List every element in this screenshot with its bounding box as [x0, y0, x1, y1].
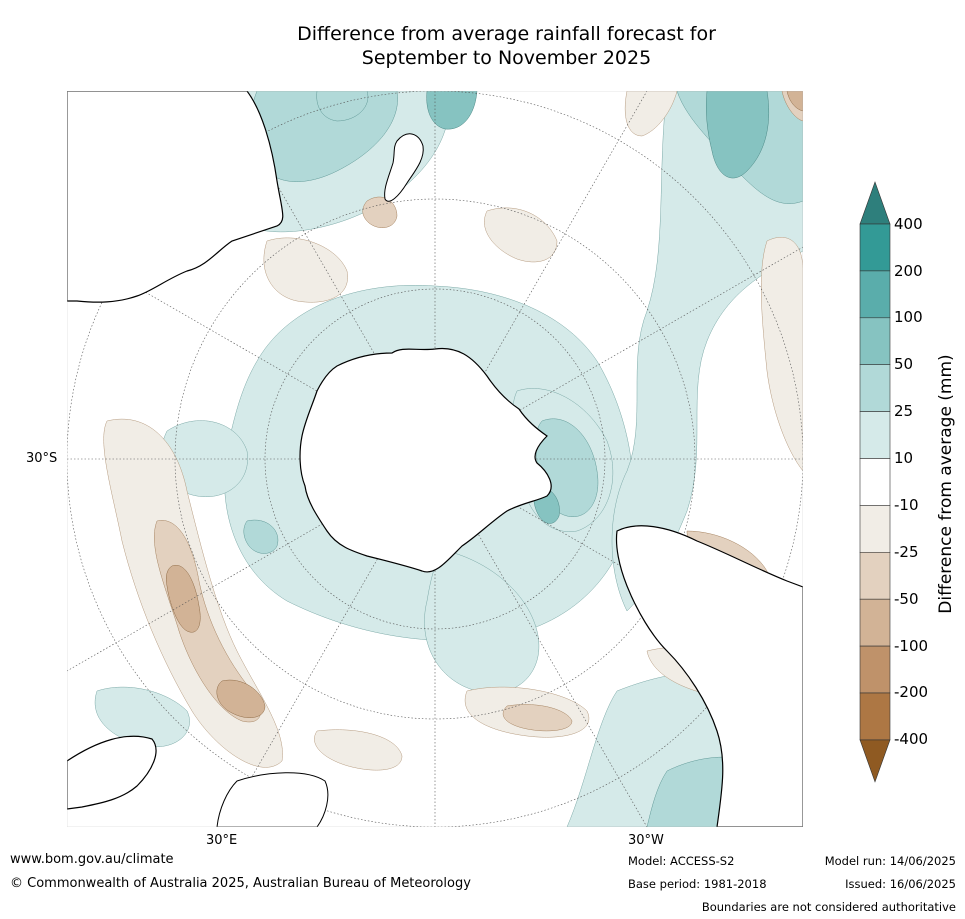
lat-label-30s: 30°S — [26, 451, 58, 466]
cb-tick-50: 50 — [894, 355, 914, 373]
southern-africa-coastline — [67, 735, 157, 810]
title-line-2: September to November 2025 — [361, 47, 652, 69]
footer-disclaimer: Boundaries are not considered authoritat… — [701, 900, 956, 914]
dry-anomaly-strong — [165, 91, 803, 718]
cb-tick-200: 200 — [894, 262, 923, 280]
cb-tick-neg25: -25 — [894, 543, 919, 561]
footer-base-period: Base period: 1981-2018 — [628, 877, 767, 891]
footer-model: Model: ACCESS-S2 — [628, 854, 735, 868]
colorbar-swatch — [859, 505, 891, 553]
title-line-1: Difference from average rainfall forecas… — [297, 23, 716, 45]
lon-label-30e: 30°E — [206, 833, 238, 848]
colorbar-swatch — [859, 598, 891, 647]
cb-tick-25: 25 — [894, 402, 914, 420]
australia-coastline — [67, 91, 284, 303]
colorbar-upper-arrow — [859, 181, 891, 225]
colorbar-swatch — [859, 692, 891, 741]
lon-label-30w: 30°W — [628, 833, 664, 848]
wet-anomaly-strong — [426, 91, 770, 524]
footer-model-run: Model run: 14/06/2025 — [824, 854, 956, 868]
colorbar-swatch — [859, 411, 891, 459]
colorbar-swatch — [859, 223, 891, 272]
antarctica-coastline — [299, 347, 552, 573]
colorbar-title: Difference from average (mm) — [936, 354, 956, 614]
cb-tick-400: 400 — [894, 215, 923, 233]
footer-copyright: © Commonwealth of Australia 2025, Austra… — [10, 876, 471, 891]
cb-tick-neg10: -10 — [894, 496, 919, 514]
footer-issued: Issued: 16/06/2025 — [845, 877, 956, 891]
rainfall-anomaly-map[interactable] — [67, 91, 803, 827]
colorbar-swatch — [859, 364, 891, 412]
colorbar-lower-arrow — [859, 739, 891, 783]
colorbar-swatch — [859, 270, 891, 319]
madagascar-coastline — [216, 772, 329, 827]
map-title: Difference from average rainfall forecas… — [0, 22, 965, 70]
colorbar-swatch — [859, 551, 891, 600]
cb-tick-neg400: -400 — [894, 730, 929, 748]
cb-tick-neg50: -50 — [894, 590, 919, 608]
cb-tick-10: 10 — [894, 449, 914, 467]
new-zealand-coastline — [384, 133, 424, 202]
colorbar-swatch — [859, 458, 891, 506]
colorbar-swatch — [859, 317, 891, 366]
colorbar-swatch — [859, 645, 891, 694]
footer-website[interactable]: www.bom.gov.au/climate — [10, 852, 174, 867]
colorbar — [859, 181, 891, 783]
cb-tick-neg200: -200 — [894, 683, 929, 701]
south-america-coastline — [615, 525, 803, 827]
cb-tick-neg100: -100 — [894, 637, 929, 655]
cb-tick-100: 100 — [894, 308, 923, 326]
